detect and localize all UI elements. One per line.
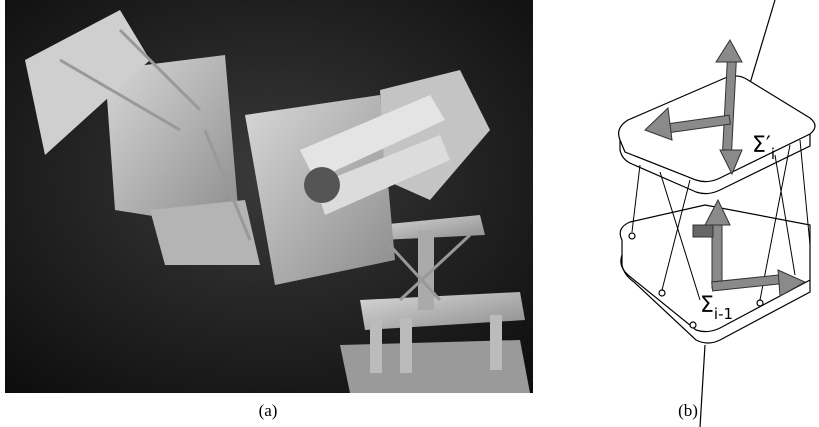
figure: (a) Σ′i Σi-1 <box>0 0 819 427</box>
frame-subscript: i-1 <box>714 305 733 323</box>
panel-label: (a) <box>259 401 278 420</box>
frame-symbol: Σ′ <box>752 133 771 158</box>
photo <box>5 0 533 393</box>
frame-symbol: Σ <box>700 293 714 318</box>
panel-label: (b) <box>678 401 698 420</box>
frame-subscript: i <box>771 145 775 163</box>
